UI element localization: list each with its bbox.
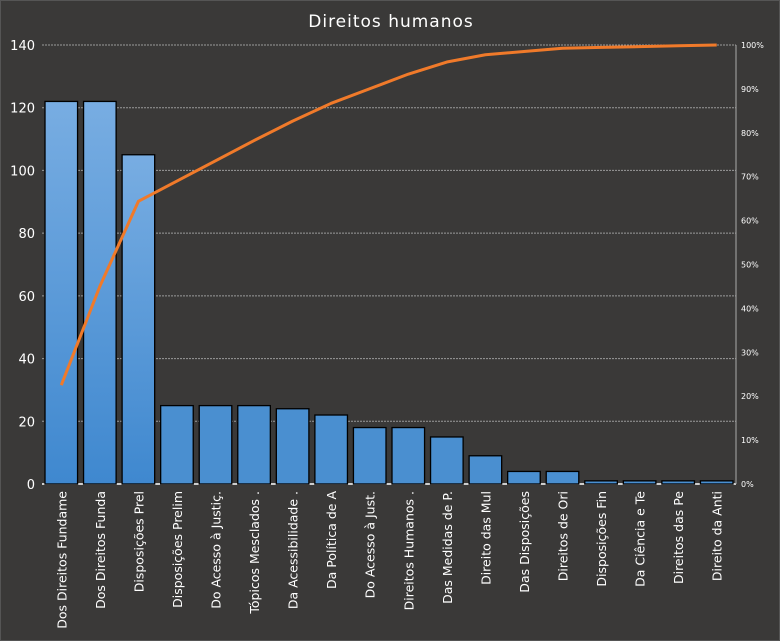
bar (44, 100, 79, 485)
bar (352, 426, 387, 485)
x-tick-label: Disposições Fin (594, 491, 609, 587)
bar (275, 408, 310, 485)
x-tick-label: Da Política de A (324, 491, 339, 589)
bar (237, 404, 271, 485)
y-tick-label: 20 (18, 415, 35, 430)
bar (545, 470, 580, 485)
bar (468, 455, 503, 485)
bar (699, 480, 734, 485)
y-tick-label: 80 (18, 227, 35, 242)
bar (391, 426, 426, 485)
x-tick-label: Do Acesso à Justiç. (209, 491, 224, 609)
x-tick-label: Do Acesso à Just. (363, 491, 378, 598)
bar (661, 480, 696, 485)
x-tick-label: Da Acessibilidade . (286, 491, 301, 609)
x-tick-label: Direito da Anti (710, 491, 725, 581)
x-tick-label: Das Medidas de P. (440, 491, 455, 604)
y2-tick-label: 20% (741, 392, 759, 401)
x-tick-label: Da Ciência e Te (633, 491, 648, 587)
x-tick-label: Direito das Mul (478, 491, 493, 585)
y-tick-label: 60 (18, 290, 35, 305)
x-tick-label: Disposições Prelim (170, 491, 185, 608)
x-tick-label: Das Disposições (517, 491, 532, 593)
bar (198, 404, 233, 485)
y2-tick-label: 10% (741, 436, 759, 445)
bar (584, 480, 618, 485)
x-tick-label: Direitos de Ori (556, 491, 571, 581)
y2-tick-label: 40% (741, 304, 759, 313)
y2-tick-label: 60% (741, 217, 759, 226)
bar (622, 480, 657, 485)
cumulative-percent-line (59, 43, 717, 386)
bar (429, 436, 464, 485)
y2-tick-label: 30% (741, 348, 759, 357)
y-tick-label: 140 (10, 39, 35, 54)
x-tick-label: Dos Direitos Fundame (54, 491, 69, 629)
y-tick-label: 120 (10, 102, 35, 117)
y2-tick-label: 70% (741, 173, 759, 182)
bar (121, 154, 156, 485)
bar (314, 414, 349, 485)
y2-tick-label: 100% (741, 41, 764, 50)
x-tick-label: Dos Direitos Funda (93, 491, 108, 609)
x-tick-label: Direitos das Pe (671, 491, 686, 584)
y2-tick-label: 0% (741, 480, 754, 489)
bar (507, 470, 541, 485)
x-tick-label: Tópicos Mesclados . (247, 491, 262, 615)
y-tick-label: 100 (10, 164, 35, 179)
x-tick-label: Disposições Prel (131, 491, 146, 592)
y2-tick-label: 50% (741, 261, 759, 270)
chart-title: Direitos humanos (308, 12, 474, 32)
bar (82, 100, 117, 485)
y-tick-label: 40 (18, 353, 35, 368)
x-tick-label: Direitos Humanos . (401, 491, 416, 610)
bar (160, 404, 194, 485)
y2-tick-label: 90% (741, 85, 759, 94)
y2-tick-label: 80% (741, 129, 759, 138)
y-tick-label: 0 (27, 478, 35, 493)
